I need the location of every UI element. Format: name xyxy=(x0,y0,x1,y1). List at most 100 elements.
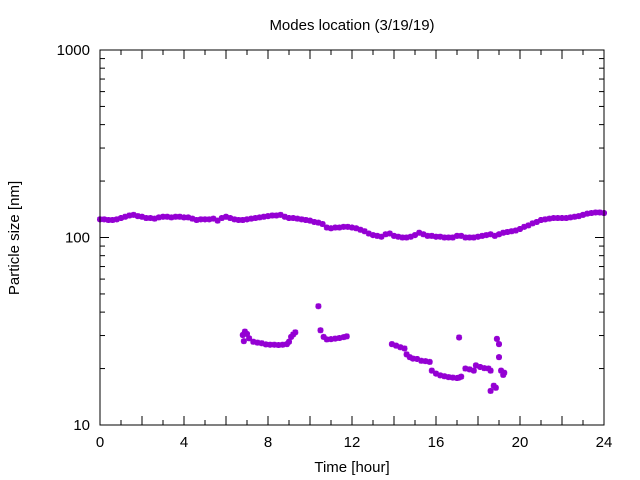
data-point xyxy=(462,365,469,372)
data-point xyxy=(113,216,120,223)
data-point xyxy=(500,229,507,236)
data-point xyxy=(231,216,238,223)
data-point xyxy=(319,221,326,228)
data-point xyxy=(397,344,404,351)
x-tick-label: 8 xyxy=(264,434,272,451)
data-point xyxy=(307,217,313,224)
data-point xyxy=(269,212,276,219)
data-point xyxy=(433,233,439,240)
data-point xyxy=(559,215,565,222)
data-point xyxy=(441,373,448,380)
data-point xyxy=(227,215,234,222)
data-point xyxy=(487,367,494,374)
data-point xyxy=(252,215,259,222)
data-point xyxy=(151,215,158,222)
data-point xyxy=(437,233,444,240)
data-point xyxy=(433,370,439,377)
data-point xyxy=(496,341,502,348)
axis-ticks xyxy=(99,49,605,426)
data-point xyxy=(458,232,465,239)
data-point xyxy=(258,340,265,347)
data-point xyxy=(445,374,452,381)
data-point xyxy=(277,211,284,218)
data-point xyxy=(239,216,246,223)
data-point xyxy=(279,341,286,348)
data-point xyxy=(496,231,502,238)
data-point xyxy=(361,228,368,235)
data-point xyxy=(109,216,116,223)
data-point xyxy=(462,234,469,241)
data-point xyxy=(267,341,274,348)
data-point xyxy=(189,215,196,222)
data-point xyxy=(343,333,350,340)
data-point xyxy=(298,216,305,223)
data-point xyxy=(320,333,327,340)
data-point xyxy=(424,232,431,239)
data-point xyxy=(328,225,334,232)
data-point xyxy=(416,229,423,236)
data-point xyxy=(414,355,421,362)
tick-labels: 0 4 8 12 16 20 24 10 100 1000 xyxy=(57,42,613,451)
data-point xyxy=(470,367,477,374)
data-point xyxy=(273,212,280,219)
data-point xyxy=(374,232,381,239)
data-point xyxy=(588,210,595,217)
data-point xyxy=(472,362,479,369)
data-point xyxy=(378,233,385,240)
data-point xyxy=(336,224,343,231)
data-point xyxy=(401,345,408,352)
data-point xyxy=(580,211,586,218)
data-point xyxy=(487,387,494,394)
y-axis-label: Particle size [nm] xyxy=(6,181,23,295)
data-point xyxy=(454,232,460,239)
data-point xyxy=(399,234,406,241)
data-point xyxy=(294,215,301,222)
data-point xyxy=(323,336,330,343)
data-point xyxy=(317,327,324,334)
data-point xyxy=(533,218,540,225)
data-point xyxy=(441,234,448,241)
data-point xyxy=(466,234,473,241)
data-point xyxy=(481,365,488,372)
data-point xyxy=(139,213,145,220)
data-point xyxy=(386,230,393,237)
data-point xyxy=(403,351,410,358)
data-point xyxy=(126,212,133,219)
data-point xyxy=(504,228,511,235)
data-point xyxy=(422,358,429,365)
data-point xyxy=(508,228,515,235)
data-point xyxy=(458,373,465,380)
data-point xyxy=(202,216,208,223)
data-point xyxy=(496,354,502,361)
data-point xyxy=(164,213,171,220)
data-point xyxy=(498,367,505,374)
data-point xyxy=(412,232,418,239)
data-point xyxy=(470,234,477,241)
data-point xyxy=(206,216,213,223)
data-point xyxy=(118,215,124,222)
data-point xyxy=(315,303,322,310)
x-tick-label: 0 xyxy=(96,434,104,451)
data-point xyxy=(449,234,456,241)
data-point xyxy=(571,213,578,220)
data-point xyxy=(181,214,187,221)
data-point xyxy=(409,355,416,362)
data-point xyxy=(512,227,519,234)
data-point xyxy=(575,213,582,220)
data-point xyxy=(147,215,154,222)
data-point xyxy=(567,214,574,221)
data-point xyxy=(265,213,271,220)
data-point xyxy=(542,216,549,223)
data-point xyxy=(554,215,561,222)
data-point xyxy=(393,342,400,349)
data-point xyxy=(388,341,395,348)
data-point xyxy=(395,233,402,240)
y-tick-label: 100 xyxy=(65,230,90,247)
data-point xyxy=(315,219,322,226)
data-point xyxy=(340,223,347,230)
data-point xyxy=(155,214,162,221)
data-point xyxy=(254,339,261,346)
data-point xyxy=(437,372,444,379)
data-point xyxy=(218,215,225,222)
data-point xyxy=(248,215,255,222)
